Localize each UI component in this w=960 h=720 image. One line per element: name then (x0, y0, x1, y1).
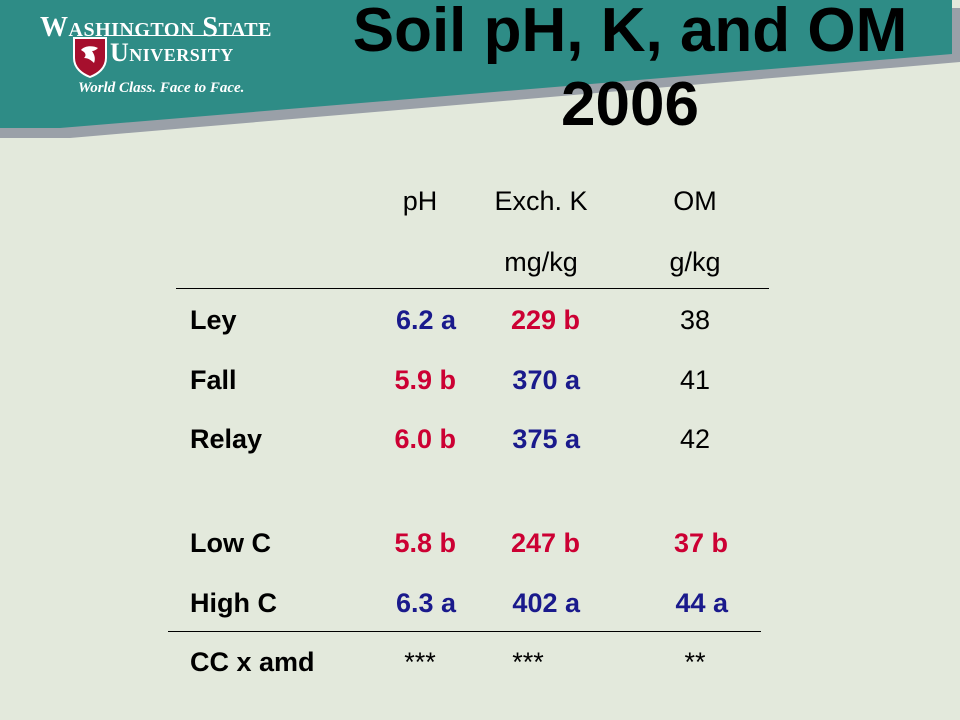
cell-high-c-k: 402 a (512, 588, 580, 618)
cell-cc-x-amd-ph: *** (404, 647, 436, 677)
cell-ley-ph: 6.2 a (395, 305, 456, 335)
column-unit-k: mg/kg (504, 247, 578, 277)
cell-relay-k: 375 a (512, 424, 580, 454)
cell-ley-k: 229 b (510, 305, 580, 335)
cell-high-c-ph: 6.3 a (395, 588, 456, 618)
title-line1: Soil pH, K, and OM (352, 0, 908, 65)
cell-relay-ph: 6.0 b (394, 424, 456, 454)
cell-high-c-om: 44 a (675, 588, 728, 618)
column-header-k: Exch. K (494, 186, 588, 216)
header-banner (0, 0, 960, 138)
logo-line2: University (110, 38, 234, 67)
cell-relay-om: 42 (679, 424, 711, 454)
page-title: Soil pH, K, and OM 2006 (300, 0, 960, 136)
column-header-om: OM (673, 186, 717, 216)
row-label-relay: Relay (190, 424, 263, 454)
cell-low-c-om: 37 b (673, 528, 728, 558)
banner-shape (0, 0, 952, 128)
footer-rule (168, 631, 761, 632)
row-label-ley: Ley (190, 305, 237, 335)
column-unit-om: g/kg (669, 247, 721, 277)
cell-fall-ph: 5.9 b (394, 365, 456, 395)
cougar-shield-icon (73, 37, 107, 78)
cell-low-c-k: 247 b (510, 528, 580, 558)
row-label-low-c: Low C (190, 528, 271, 558)
logo-divider (110, 35, 260, 36)
row-label-cc-x-amd: CC x amd (190, 647, 315, 677)
cell-low-c-ph: 5.8 b (394, 528, 456, 558)
title-line2: 2006 (561, 70, 699, 139)
cell-cc-x-amd-om: ** (684, 647, 706, 677)
cell-cc-x-amd-k: *** (512, 647, 544, 677)
row-label-high-c: High C (190, 588, 277, 618)
column-header-ph: pH (402, 186, 438, 216)
cell-fall-k: 370 a (512, 365, 580, 395)
header-rule (176, 288, 769, 289)
cell-fall-om: 41 (679, 365, 711, 395)
logo-tagline: World Class. Face to Face. (78, 80, 245, 96)
cell-ley-om: 38 (679, 305, 711, 335)
row-label-fall: Fall (190, 365, 237, 395)
